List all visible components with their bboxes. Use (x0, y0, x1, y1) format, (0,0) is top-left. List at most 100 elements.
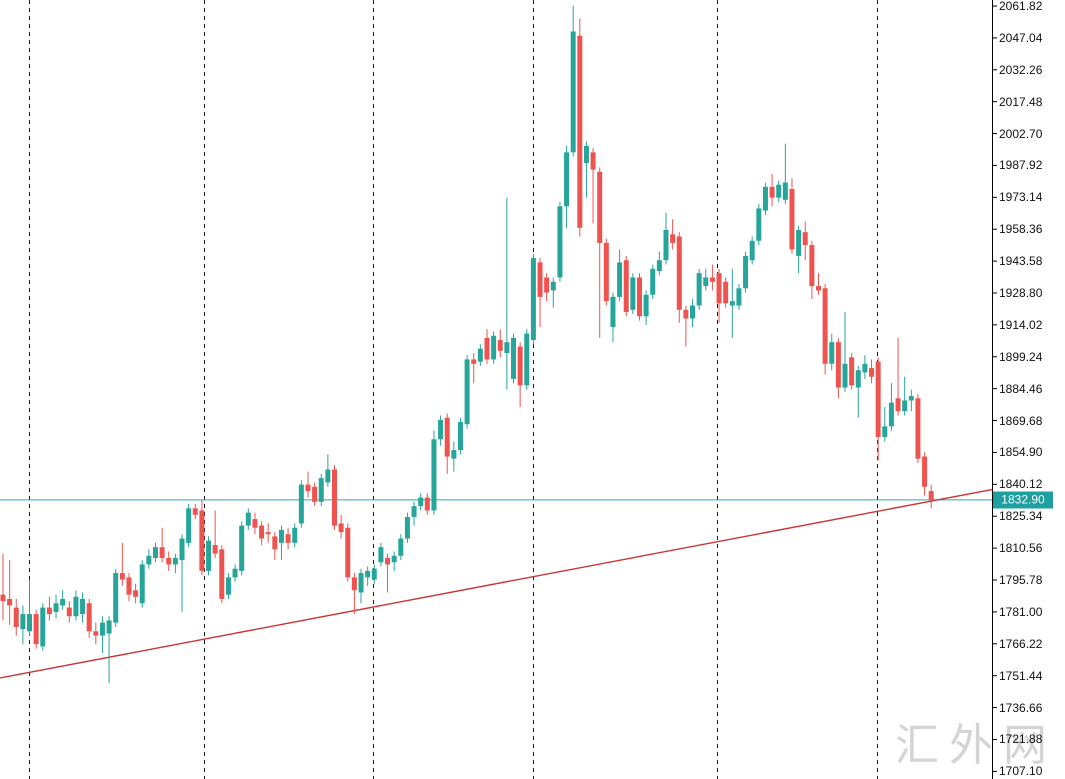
candle-body (829, 342, 835, 364)
price-axis-label: 1840.12 (999, 477, 1043, 492)
candle-body (457, 422, 463, 451)
candle-body (166, 557, 172, 565)
candle-body (882, 426, 888, 438)
candle-body (272, 536, 278, 550)
candle-body (902, 400, 908, 412)
candle-body (371, 568, 377, 580)
candle-body (431, 439, 437, 511)
candle-body (862, 363, 868, 373)
candle-body (617, 262, 623, 297)
candle-body (782, 182, 788, 200)
candle-body (172, 557, 178, 565)
candle-body (33, 614, 39, 645)
candle-body (232, 568, 238, 578)
price-axis-label: 2002.70 (999, 126, 1043, 141)
candle-body (915, 398, 921, 459)
candle-body (723, 281, 729, 304)
candle-body (709, 277, 715, 282)
price-axis-label: 1707.10 (999, 764, 1043, 779)
candle-body (888, 402, 894, 427)
candle-body (318, 478, 324, 502)
candle-body (656, 260, 662, 271)
price-axis-label: 2032.26 (999, 62, 1043, 77)
candle-body (73, 596, 79, 617)
candle-body (756, 208, 762, 241)
candle-body (7, 598, 13, 606)
candle-body (259, 525, 265, 539)
candle-body (285, 534, 291, 543)
candle-body (212, 545, 218, 554)
candle-body (119, 573, 125, 580)
candle-body (908, 396, 914, 401)
candle-body (524, 333, 530, 386)
candle-body (398, 538, 404, 556)
candle-body (484, 337, 490, 360)
candle-body (0, 594, 6, 602)
candle-body (325, 469, 331, 483)
candle-body (869, 368, 875, 377)
candle-body (636, 277, 642, 317)
candle-body (126, 577, 132, 595)
candle-body (550, 281, 556, 291)
price-axis-label: 1795.78 (999, 573, 1043, 587)
candle-body (27, 614, 33, 632)
candle-body (391, 555, 397, 563)
price-axis-label: 1781.00 (999, 604, 1043, 619)
candle-body (544, 277, 550, 293)
candle-body (219, 549, 225, 599)
candle-body (424, 497, 430, 511)
candle-body (743, 255, 749, 289)
candle-body (789, 189, 795, 250)
candle-body (365, 570, 371, 578)
candle-body (80, 598, 86, 615)
candle-body (152, 547, 158, 558)
candle-body (278, 529, 284, 543)
candle-body (570, 31, 576, 153)
candle-body (93, 631, 99, 636)
candle-body (225, 577, 231, 595)
candle-body (822, 288, 828, 364)
candle-body (179, 538, 185, 561)
candle-body (471, 359, 477, 364)
trendline (0, 488, 993, 679)
candle-body (99, 622, 105, 636)
candle-body (477, 348, 483, 362)
candle-body (855, 370, 861, 388)
candle-body (796, 229, 802, 256)
candle-body (332, 469, 337, 526)
candle-body (842, 363, 848, 388)
price-axis-label: 2061.82 (999, 0, 1043, 13)
candle-body (411, 506, 417, 517)
candle-body (106, 620, 112, 634)
candle-body (146, 555, 152, 565)
price-axis-label: 2017.48 (999, 94, 1043, 109)
candle-body (564, 152, 570, 207)
candle-body (703, 277, 709, 287)
candle-body (345, 527, 351, 578)
candle-body (351, 577, 357, 591)
candle-body (139, 564, 145, 604)
candle-body (769, 186, 775, 198)
price-axis-label: 1825.34 (999, 509, 1043, 524)
candle-body (683, 309, 689, 319)
candle-body (60, 598, 66, 606)
candle-body (517, 346, 523, 386)
candle-body (20, 614, 26, 630)
candle-body (630, 277, 636, 310)
price-axis-label: 1987.92 (999, 158, 1043, 173)
candle-body (729, 301, 735, 306)
candle-body (663, 229, 669, 261)
candle-body (298, 484, 304, 524)
price-axis-label: 1721.88 (999, 732, 1043, 747)
candle-body (252, 519, 258, 528)
candle-body (40, 607, 46, 647)
price-axis-label: 1751.44 (999, 668, 1043, 683)
candle-body (776, 184, 782, 198)
candle-body (603, 242, 609, 302)
candle-body (849, 357, 855, 386)
candle-body (292, 527, 298, 543)
candle-body (186, 508, 192, 543)
candle-body (418, 497, 424, 507)
